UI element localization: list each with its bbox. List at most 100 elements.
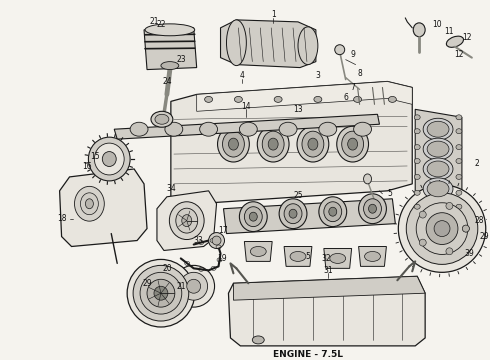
Text: 33: 33 <box>194 236 203 245</box>
Text: 10: 10 <box>432 21 442 30</box>
Ellipse shape <box>416 203 468 255</box>
Ellipse shape <box>354 122 371 136</box>
Text: 18: 18 <box>57 214 66 223</box>
Text: 21: 21 <box>149 17 159 26</box>
Ellipse shape <box>456 129 462 134</box>
Ellipse shape <box>335 45 344 55</box>
Ellipse shape <box>342 131 364 157</box>
Ellipse shape <box>308 138 318 150</box>
Ellipse shape <box>252 336 264 344</box>
Ellipse shape <box>155 114 169 124</box>
Ellipse shape <box>456 145 462 150</box>
Ellipse shape <box>170 202 204 239</box>
Ellipse shape <box>398 185 486 272</box>
Ellipse shape <box>240 202 267 231</box>
Ellipse shape <box>222 131 245 157</box>
Text: 3: 3 <box>316 71 320 80</box>
Ellipse shape <box>348 138 358 150</box>
Ellipse shape <box>102 152 116 166</box>
Ellipse shape <box>337 126 368 162</box>
Ellipse shape <box>434 221 450 237</box>
Ellipse shape <box>209 233 224 248</box>
Polygon shape <box>284 247 312 266</box>
Text: 9: 9 <box>350 50 355 59</box>
Text: 31: 31 <box>323 266 333 275</box>
Ellipse shape <box>319 122 337 136</box>
Ellipse shape <box>298 27 318 64</box>
Ellipse shape <box>427 161 449 177</box>
Ellipse shape <box>427 181 449 197</box>
Ellipse shape <box>414 204 420 209</box>
Polygon shape <box>223 199 395 234</box>
Ellipse shape <box>297 126 329 162</box>
Polygon shape <box>228 276 425 346</box>
Ellipse shape <box>419 239 426 246</box>
Text: 12: 12 <box>462 33 471 42</box>
Text: 15: 15 <box>91 152 100 161</box>
Ellipse shape <box>180 272 208 300</box>
Text: 17: 17 <box>219 226 228 235</box>
Text: 13: 13 <box>293 105 303 114</box>
Ellipse shape <box>463 225 469 232</box>
Ellipse shape <box>187 279 201 293</box>
Ellipse shape <box>414 190 420 195</box>
Ellipse shape <box>130 122 148 136</box>
Ellipse shape <box>161 62 179 69</box>
Ellipse shape <box>446 36 464 47</box>
Text: 25: 25 <box>293 191 303 200</box>
Text: 11: 11 <box>444 27 454 36</box>
Ellipse shape <box>368 204 376 213</box>
Ellipse shape <box>290 252 306 261</box>
Text: 7: 7 <box>350 83 355 92</box>
Ellipse shape <box>446 202 453 210</box>
Text: 28: 28 <box>474 216 484 225</box>
Ellipse shape <box>456 204 462 209</box>
Ellipse shape <box>319 197 347 226</box>
Ellipse shape <box>279 122 297 136</box>
Ellipse shape <box>324 202 342 222</box>
Polygon shape <box>60 169 147 247</box>
Ellipse shape <box>423 138 453 160</box>
Ellipse shape <box>279 199 307 229</box>
Polygon shape <box>144 28 196 69</box>
Ellipse shape <box>414 175 420 179</box>
Ellipse shape <box>414 129 420 134</box>
Ellipse shape <box>133 265 189 321</box>
Ellipse shape <box>365 252 380 261</box>
Ellipse shape <box>154 286 168 300</box>
Ellipse shape <box>151 111 173 127</box>
Ellipse shape <box>456 190 462 195</box>
Text: 24: 24 <box>162 77 171 86</box>
Ellipse shape <box>205 96 213 102</box>
Ellipse shape <box>226 20 246 66</box>
Text: 19: 19 <box>218 254 227 263</box>
Polygon shape <box>245 242 272 261</box>
Ellipse shape <box>456 115 462 120</box>
Ellipse shape <box>173 265 215 307</box>
Text: 20: 20 <box>162 264 171 273</box>
Ellipse shape <box>330 253 345 264</box>
Text: 16: 16 <box>83 162 92 171</box>
Ellipse shape <box>85 199 94 209</box>
Polygon shape <box>415 109 462 209</box>
Ellipse shape <box>423 118 453 140</box>
Text: 32: 32 <box>321 254 331 263</box>
Ellipse shape <box>240 122 257 136</box>
Ellipse shape <box>250 247 266 256</box>
Ellipse shape <box>245 207 262 226</box>
Ellipse shape <box>329 207 337 216</box>
Ellipse shape <box>262 131 284 157</box>
Ellipse shape <box>427 121 449 137</box>
Polygon shape <box>157 191 217 251</box>
Text: 29: 29 <box>480 232 490 241</box>
Text: 12: 12 <box>454 50 464 59</box>
Ellipse shape <box>419 211 426 218</box>
Text: 5: 5 <box>305 252 310 261</box>
Ellipse shape <box>145 24 195 36</box>
Ellipse shape <box>228 138 239 150</box>
Ellipse shape <box>354 96 362 102</box>
Ellipse shape <box>165 122 183 136</box>
Ellipse shape <box>427 141 449 157</box>
Text: 21: 21 <box>176 282 186 291</box>
Ellipse shape <box>463 225 469 232</box>
